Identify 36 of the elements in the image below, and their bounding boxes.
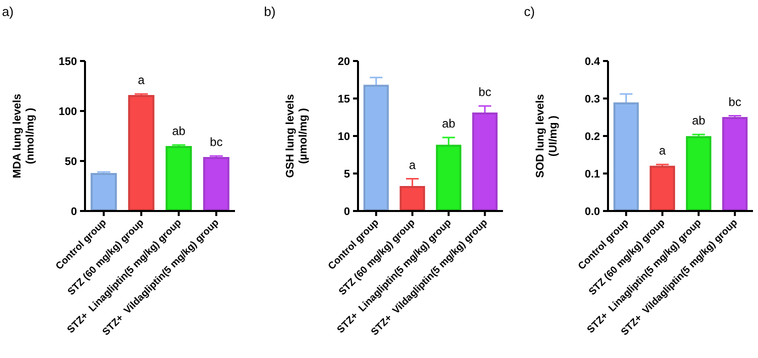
y-tick-label: 100 <box>58 106 77 118</box>
y-axis-title: GSH lung levels (µmol/mg ) <box>284 94 310 178</box>
bar <box>686 136 712 211</box>
annotation: a <box>659 144 666 158</box>
annotation: ab <box>442 116 456 130</box>
annotation: a <box>409 158 416 172</box>
y-tick-label: 5 <box>344 168 350 180</box>
bar <box>722 117 748 211</box>
y-tick-label: 0.1 <box>584 168 600 180</box>
y-tick-label: 15 <box>338 93 350 106</box>
y-tick-label: 0.4 <box>584 56 601 68</box>
chart-title: b) <box>264 4 276 19</box>
y-tick-label: 0.2 <box>584 130 600 143</box>
bar <box>650 166 676 211</box>
y-axis-title: SOD lung levels (UI/mg ) <box>534 94 560 178</box>
chart-title: a) <box>2 4 14 19</box>
y-tick-label: 10 <box>338 130 350 143</box>
bar <box>128 95 154 211</box>
annotation: bc <box>728 94 742 109</box>
y-tick-label: 0.3 <box>584 93 600 106</box>
annotation: bc <box>210 135 223 149</box>
y-tick-label: 20 <box>338 56 350 68</box>
y-axis-title: MDA lung levels (nmol/mg ) <box>11 94 37 178</box>
y-tick-label: 150 <box>58 56 77 68</box>
y-tick-label: 0.0 <box>584 206 600 218</box>
annotation: ab <box>172 124 186 138</box>
annotation: bc <box>478 85 492 99</box>
annotation: ab <box>692 114 706 128</box>
bar <box>90 173 117 211</box>
bar <box>203 157 230 211</box>
annotation: a <box>138 73 145 87</box>
y-tick-label: 0 <box>344 206 350 218</box>
chart-title: c) <box>524 4 535 19</box>
bar <box>166 146 192 211</box>
y-tick-label: 50 <box>64 156 77 168</box>
y-tick-label: 0 <box>70 206 77 218</box>
